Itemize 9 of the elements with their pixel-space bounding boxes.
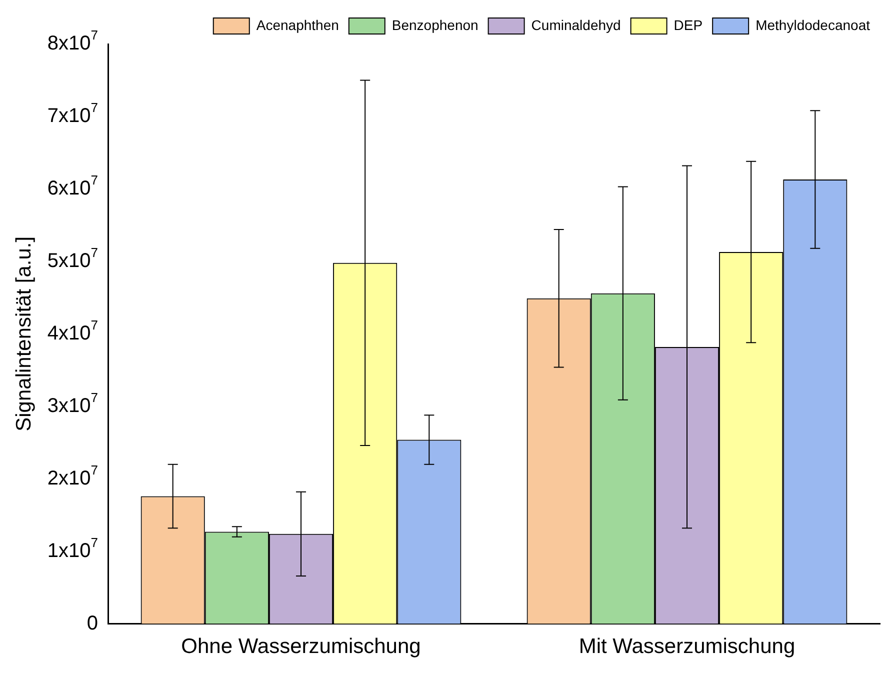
x-tick-label: Mit Wasserzumischung	[578, 635, 796, 658]
y-tick-label: 0	[86, 612, 98, 634]
legend-label: Cuminaldehyd	[531, 16, 621, 33]
x-tick-label: Ohne Wasserzumischung	[181, 635, 421, 658]
y-axis-title: Signalintensität [a.u.]	[12, 236, 36, 432]
legend-label: Methyldodecanoat	[756, 16, 870, 33]
legend-label: DEP	[674, 16, 703, 33]
legend-label: Benzophenon	[392, 16, 478, 33]
legend-label: Acenaphthen	[256, 16, 339, 33]
